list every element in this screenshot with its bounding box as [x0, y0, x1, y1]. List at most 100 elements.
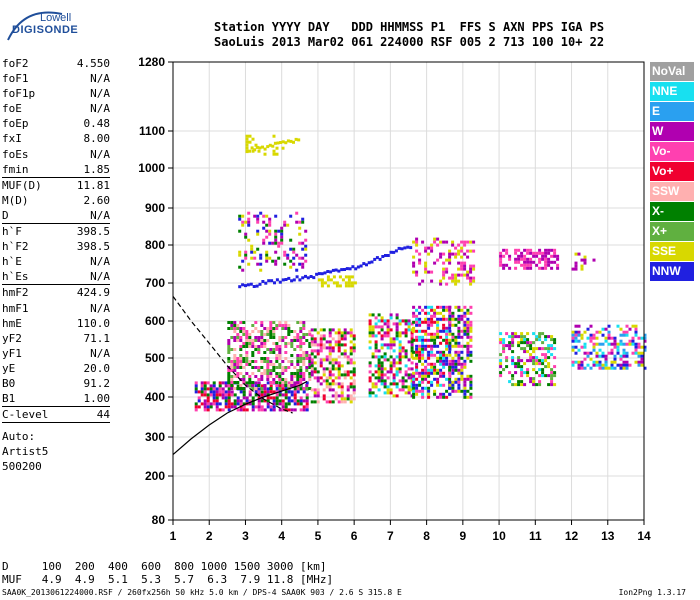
echo-point — [383, 319, 387, 323]
echo-point — [457, 383, 461, 387]
echo-point — [230, 360, 234, 363]
echo-point — [532, 341, 536, 345]
echo-point — [460, 261, 464, 265]
echo-point — [442, 329, 446, 333]
echo-point — [308, 363, 312, 366]
echo-point — [296, 321, 300, 324]
echo-point — [245, 146, 249, 150]
echo-point — [439, 359, 443, 363]
echo-point — [346, 370, 350, 374]
echo-point — [418, 317, 422, 321]
echo-point — [469, 383, 473, 387]
param-row-foes: foEs N/A — [2, 147, 110, 162]
echo-point — [523, 347, 527, 351]
echo-point — [398, 352, 402, 356]
echo-point — [323, 271, 327, 275]
echo-point — [380, 337, 384, 341]
echo-point — [640, 363, 644, 367]
param-value: 8.00 — [83, 132, 111, 146]
echo-point — [224, 405, 228, 409]
param-key: hmF1 — [2, 301, 29, 315]
echo-point — [427, 350, 431, 354]
param-value: 398.5 — [76, 225, 110, 239]
echo-point — [287, 384, 291, 387]
echo-point — [362, 262, 366, 266]
echo-point — [517, 356, 521, 360]
echo-point — [463, 252, 467, 256]
echo-point — [511, 377, 515, 381]
echo-point — [538, 383, 542, 387]
echo-point — [586, 327, 590, 331]
echo-point — [215, 396, 219, 400]
echo-point — [430, 383, 434, 387]
echo-point — [328, 349, 332, 353]
echo-point — [415, 344, 419, 348]
echo-point — [442, 371, 446, 375]
echo-point — [460, 344, 464, 348]
param-value: 110.0 — [76, 316, 110, 330]
echo-point — [299, 336, 303, 339]
echo-point — [430, 249, 434, 253]
echo-point — [268, 256, 272, 260]
echo-point — [392, 394, 396, 398]
echo-point — [550, 380, 554, 384]
echo-point — [445, 332, 449, 336]
echo-point — [445, 362, 449, 366]
echo-point — [442, 314, 446, 318]
echo-point — [242, 405, 246, 409]
echo-point — [263, 351, 267, 354]
echo-point — [412, 305, 416, 309]
echo-point — [392, 343, 396, 347]
echo-point — [637, 363, 641, 367]
echo-point — [541, 266, 545, 270]
echo-point — [292, 140, 295, 144]
echo-point — [436, 326, 440, 330]
echo-point — [386, 343, 390, 347]
param-value: 2.60 — [83, 193, 111, 207]
echo-point — [275, 327, 279, 330]
echo-point — [625, 342, 629, 346]
echo-point — [415, 237, 419, 241]
echo-point — [272, 378, 276, 381]
echo-point — [433, 371, 437, 375]
echo-point — [553, 260, 557, 264]
echo-point — [227, 384, 231, 388]
echo-point — [310, 400, 314, 404]
echo-point — [266, 405, 270, 409]
echo-point — [203, 393, 207, 397]
echo-point — [337, 343, 341, 347]
echo-point — [380, 325, 384, 329]
echo-point — [622, 363, 626, 367]
echo-point — [448, 252, 452, 256]
scaled-parameters-panel: foF2 4.550 foF1 N/A foF1p N/A foE N/A foEp 0.48 fx… — [2, 56, 110, 474]
echo-point — [269, 330, 273, 333]
echo-point — [589, 333, 593, 337]
echo-point — [529, 377, 533, 381]
echo-point — [448, 314, 452, 318]
echo-point — [275, 354, 279, 357]
echo-point — [334, 376, 338, 380]
echo-point — [316, 349, 320, 353]
echo-point — [577, 363, 581, 367]
echo-point — [553, 383, 557, 387]
echo-point — [293, 336, 297, 339]
echo-point — [448, 362, 452, 366]
echo-point — [233, 399, 237, 403]
echo-point — [523, 335, 527, 339]
echo-point — [343, 337, 347, 341]
echo-point — [302, 372, 306, 375]
echo-point — [466, 377, 470, 381]
param-key: M(D) — [2, 193, 29, 207]
echo-point — [547, 248, 551, 252]
echo-point — [445, 305, 449, 309]
echo-point — [616, 363, 620, 367]
echo-point — [301, 256, 305, 260]
echo-point — [328, 343, 332, 347]
echo-point — [404, 322, 408, 326]
echo-point — [299, 372, 303, 375]
legend-item-ssw: SSW — [650, 182, 694, 201]
echo-point — [203, 405, 207, 409]
echo-point — [230, 402, 234, 406]
echo-point — [517, 383, 521, 387]
echo-point — [328, 358, 332, 362]
